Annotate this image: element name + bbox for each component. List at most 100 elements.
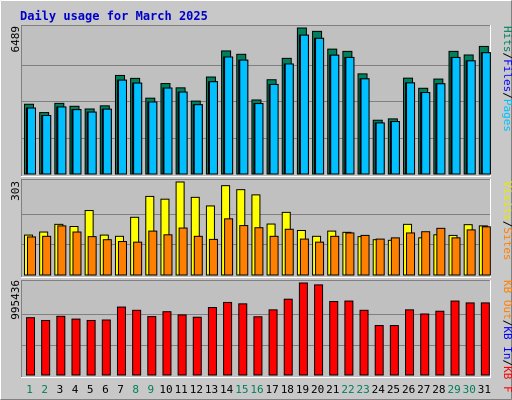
kbytes-bar: [344, 300, 354, 376]
x-tick-label: 26: [402, 383, 415, 396]
pages-bar: [239, 59, 249, 175]
sites-bar: [254, 227, 264, 276]
kbytes-bar: [420, 313, 430, 376]
kbytes-bar: [314, 284, 324, 376]
sites-bar: [163, 234, 173, 276]
kbytes-bar: [329, 301, 339, 376]
sites-bar: [375, 238, 385, 276]
pages-bar: [406, 82, 416, 175]
x-axis-day-labels: 1 2 3 4 5 6 7 8 9 10 11 12 13 14 15 16 17 18 19 20 21 22 23 24 2…: [26, 383, 491, 396]
x-tick-label: 5: [87, 383, 94, 396]
legend-separator: /: [501, 92, 512, 99]
visits-sites-panel: [21, 179, 491, 278]
sites-bar: [421, 231, 431, 276]
sites-bar: [117, 241, 127, 276]
legend-separator: /: [501, 320, 512, 327]
visits-legend: Visits/Sites: [501, 181, 512, 261]
pages-bar: [269, 83, 279, 175]
pages-bar: [42, 115, 52, 175]
pages-bar: [451, 56, 461, 175]
pages-bar: [330, 54, 340, 175]
x-tick-label: 15: [235, 383, 248, 396]
x-tick-label: 20: [311, 383, 324, 396]
sites-bar: [284, 228, 294, 276]
kbytes-bar: [177, 314, 187, 376]
kbytes-bar: [253, 316, 263, 376]
kbytes-bar: [207, 307, 217, 376]
legend-files: Files: [501, 59, 512, 92]
x-tick-label: 22: [341, 383, 354, 396]
kbytes-bar: [238, 303, 248, 376]
pages-bar: [163, 87, 173, 175]
kbytes-bar: [71, 318, 81, 376]
sites-bar: [466, 229, 476, 276]
legend-pages: Pages: [501, 99, 512, 132]
pages-bar: [72, 109, 82, 175]
kbytes-bar: [359, 309, 369, 376]
x-tick-label: 28: [432, 383, 445, 396]
x-tick-label: 23: [357, 383, 370, 396]
sites-bar: [87, 236, 97, 276]
x-tick-label: 2: [41, 383, 48, 396]
sites-bar: [239, 225, 249, 276]
x-tick-label: 29: [447, 383, 460, 396]
sites-bar: [481, 226, 491, 276]
x-tick-label: 8: [132, 383, 139, 396]
x-tick-label: 6: [102, 383, 109, 396]
kbytes-bar: [116, 306, 126, 376]
pages-bar: [193, 104, 203, 175]
sites-bar: [330, 235, 340, 276]
pages-bar: [208, 81, 218, 175]
kbytes-bar: [435, 310, 445, 376]
kbytes-bar: [450, 300, 460, 376]
pages-bar: [284, 63, 294, 175]
x-tick-label: 19: [296, 383, 309, 396]
x-tick-label: 10: [159, 383, 172, 396]
kbytes-bar: [162, 311, 172, 376]
pages-bar: [254, 103, 264, 175]
pages-bar: [390, 121, 400, 175]
x-tick-label: 30: [463, 383, 476, 396]
sites-bar: [57, 225, 67, 276]
sites-bar: [299, 238, 309, 276]
sites-bar: [451, 237, 461, 276]
x-tick-label: 14: [220, 383, 234, 396]
legend-separator: /: [501, 360, 512, 367]
kbytes-max-label: 995436: [9, 280, 22, 320]
pages-bar: [299, 34, 309, 175]
kbytes-bar: [389, 325, 399, 376]
sites-bar: [406, 232, 416, 276]
sites-bar: [178, 227, 188, 276]
sites-bar: [102, 239, 112, 276]
pages-bar: [315, 37, 325, 175]
x-tick-label: 9: [148, 383, 155, 396]
kbytes-panel: [21, 280, 491, 378]
pages-bar: [466, 60, 476, 175]
pages-bar: [117, 79, 127, 175]
legend-separator: /: [501, 221, 512, 228]
pages-bar: [27, 107, 36, 175]
pages-bar: [436, 83, 446, 175]
sites-bar: [436, 227, 446, 276]
kbytes-bar: [26, 317, 35, 376]
chart-title: Daily usage for March 2025: [20, 9, 208, 23]
sites-bar: [42, 235, 52, 276]
legend-kb-in: KB In: [501, 326, 512, 359]
x-tick-label: 7: [117, 383, 124, 396]
kbytes-bar: [41, 319, 51, 376]
pages-bar: [375, 122, 385, 175]
kbytes-bar: [298, 282, 308, 376]
sites-bar: [193, 235, 203, 276]
kbytes-bar: [192, 316, 202, 376]
x-tick-label: 12: [190, 383, 203, 396]
pages-bar: [102, 108, 112, 175]
hits-files-panel: [21, 25, 491, 177]
sites-bar: [72, 231, 82, 276]
sites-bar: [148, 230, 158, 276]
pages-bar: [57, 106, 67, 175]
hits-max-label: 6489: [9, 26, 22, 53]
kbytes-bar: [101, 319, 111, 376]
x-tick-label: 3: [57, 383, 64, 396]
pages-bar: [133, 82, 143, 175]
